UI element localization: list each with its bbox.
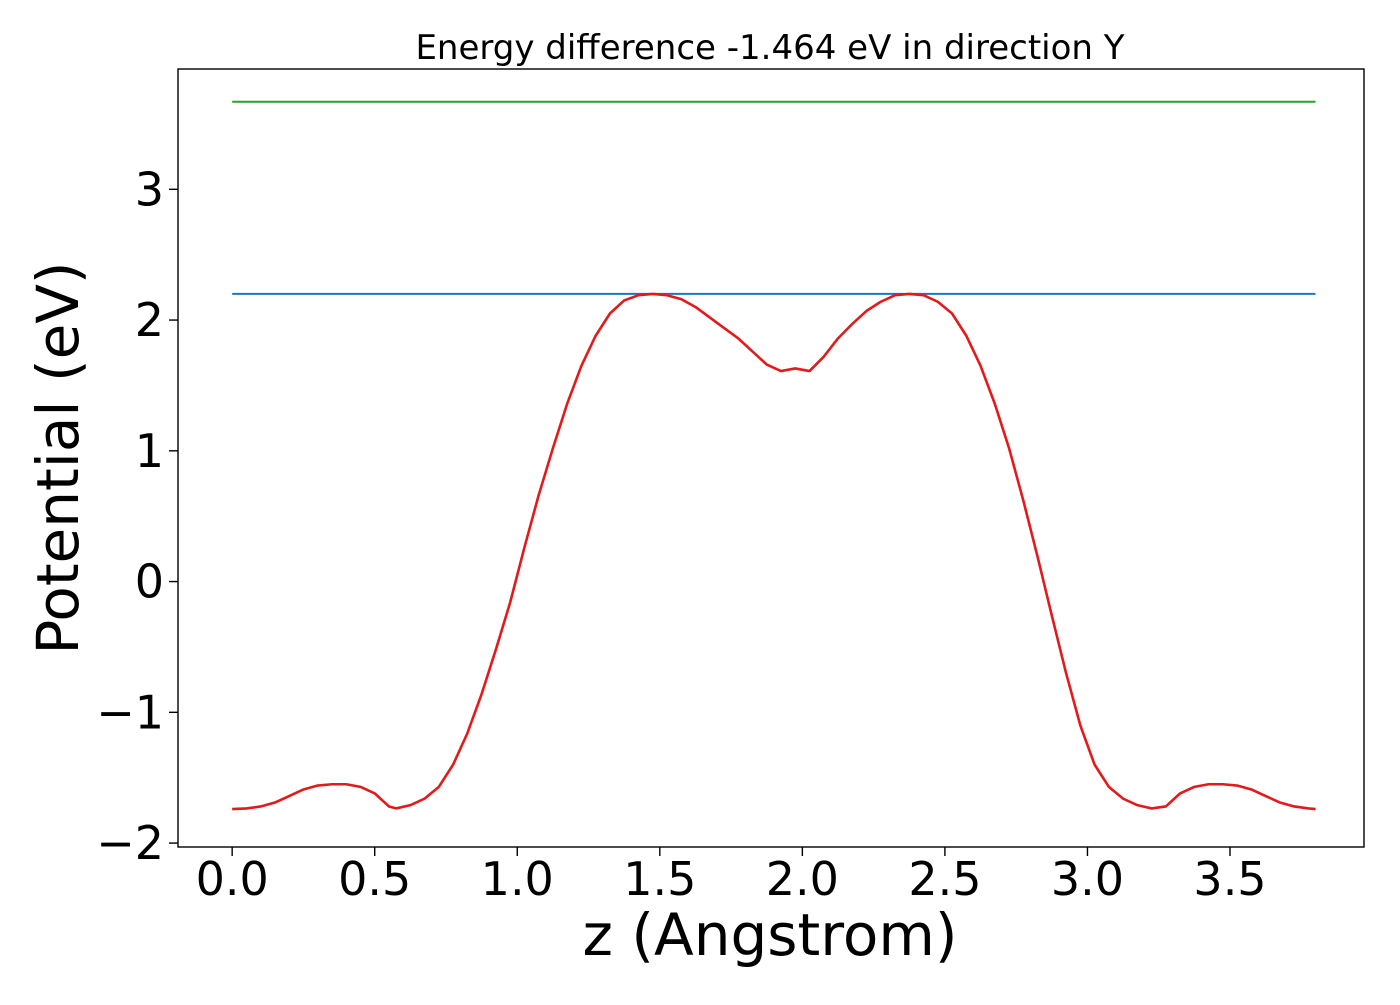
x-tick-label: 1.0 bbox=[481, 852, 554, 906]
x-tick-label: 3.5 bbox=[1193, 852, 1266, 906]
y-axis-label: Potential (eV) bbox=[24, 261, 92, 654]
y-tick-label: 2 bbox=[135, 293, 164, 347]
plot-area-frame bbox=[177, 68, 1365, 848]
x-tick-label: 3.0 bbox=[1051, 852, 1124, 906]
y-tick-label: −2 bbox=[96, 816, 164, 870]
x-axis-ticks: 0.0 0.5 1.0 1.5 2.0 2.5 3.0 3.5 bbox=[196, 847, 1267, 906]
y-axis-ticks: −2 −1 0 1 2 3 bbox=[96, 162, 178, 870]
series-line-0 bbox=[232, 292, 1316, 811]
x-axis-label: z (Angstrom) bbox=[583, 901, 958, 969]
x-tick-label: 2.5 bbox=[908, 852, 981, 906]
chart-title: Energy difference -1.464 eV in direction… bbox=[415, 28, 1124, 68]
x-tick-label: 0.5 bbox=[338, 852, 411, 906]
y-tick-label: 0 bbox=[135, 555, 164, 609]
series-layer bbox=[232, 100, 1316, 811]
x-tick-label: 0.0 bbox=[196, 852, 269, 906]
y-tick-label: 3 bbox=[135, 162, 164, 216]
x-tick-label: 1.5 bbox=[623, 852, 696, 906]
x-tick-label: 2.0 bbox=[766, 852, 839, 906]
y-tick-label: 1 bbox=[135, 424, 164, 478]
y-tick-label: −1 bbox=[96, 685, 164, 739]
